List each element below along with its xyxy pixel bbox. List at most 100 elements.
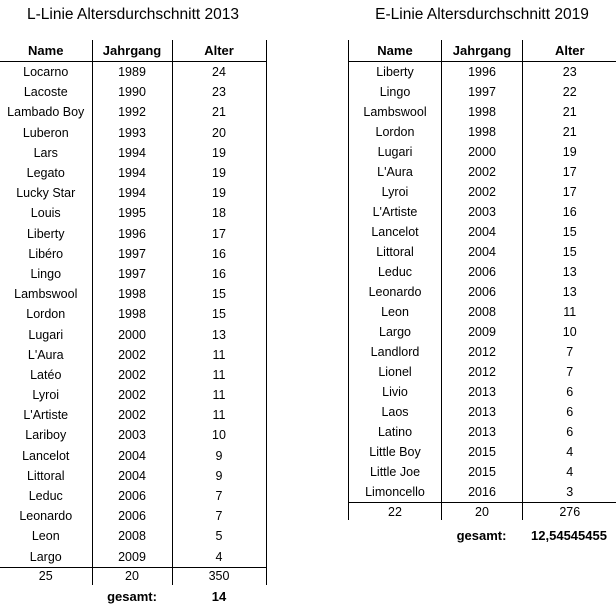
name-cell: Little Boy <box>348 442 442 462</box>
alter-cell: 13 <box>171 324 267 345</box>
name-cell: L'Artiste <box>23 408 69 423</box>
alter-cell: 9 <box>171 465 267 486</box>
alter-cell: 15 <box>522 242 616 262</box>
table-row: Lingo 1997 16 <box>0 263 267 285</box>
table-row: Lancelot 2004 9 <box>0 445 267 466</box>
name-cell: Louis <box>30 206 61 221</box>
table-row: Lars 1994 19 <box>0 142 267 163</box>
gesamt-row: gesamt: 12,54545455 <box>348 527 616 544</box>
name-cell: Largo <box>348 322 442 342</box>
table-row: Lingo 1997 22 <box>348 82 616 102</box>
alter-cell: 16 <box>171 263 267 285</box>
alter-cell: 19 <box>171 183 267 204</box>
gesamt-label: gesamt: <box>456 528 507 543</box>
name-cell: Legato <box>26 166 65 181</box>
table-row: Landlord 2012 7 <box>348 342 616 362</box>
table-row: L'Aura 2002 11 <box>0 344 267 365</box>
table-row: Lancelot 2004 15 <box>348 222 616 242</box>
jahrgang-cell: 2008 <box>91 526 172 547</box>
summary-alter-sum-cell: 276 <box>522 502 616 520</box>
name-cell: Lordon <box>348 122 442 142</box>
table-row: Lambswool 1998 21 <box>348 102 616 122</box>
alter-cell: 17 <box>522 162 616 182</box>
jahrgang-cell: 1998 <box>91 284 172 305</box>
jahrgang-cell: 1996 <box>441 61 523 82</box>
name-cell: Leon <box>348 302 442 322</box>
table-row: Largo 2009 10 <box>348 322 616 342</box>
name-cell: Leon <box>31 529 60 544</box>
jahrgang-cell: 2013 <box>441 402 523 422</box>
jahrgang-cell: 2000 <box>441 142 523 162</box>
name-cell: Lingo <box>348 82 442 102</box>
gesamt-label: gesamt: <box>107 589 157 604</box>
jahrgang-cell: 2016 <box>441 482 523 503</box>
jahrgang-cell: 1994 <box>91 162 172 184</box>
name-cell: Lionel <box>348 362 442 382</box>
jahrgang-cell: 2009 <box>91 546 172 568</box>
jahrgang-cell: 1995 <box>91 203 172 224</box>
alter-cell: 4 <box>522 462 616 482</box>
alter-cell: 21 <box>171 102 267 123</box>
alter-cell: 23 <box>171 82 267 103</box>
table-row: Legato 1994 19 <box>0 162 267 184</box>
alter-cell: 21 <box>522 102 616 122</box>
jahrgang-cell: 1998 <box>91 304 172 325</box>
table-row: Lionel 2012 7 <box>348 362 616 382</box>
alter-cell: 18 <box>171 203 267 224</box>
summary-jahrgang-count-cell: 20 <box>91 566 172 585</box>
jahrgang-cell: 2013 <box>441 382 523 402</box>
table-row: Liberty 1996 17 <box>0 223 267 244</box>
jahrgang-cell: 1994 <box>91 142 172 163</box>
alter-cell: 11 <box>171 364 267 385</box>
summary-alter-sum-cell: 350 <box>171 566 267 585</box>
gesamt-row: gesamt: 14 <box>0 588 266 605</box>
jahrgang-cell: 1997 <box>91 243 172 264</box>
alter-cell: 7 <box>171 506 267 527</box>
l-linie-table: Name Jahrgang Alter Locarno 1989 24 Lacoste… <box>0 40 267 585</box>
alter-cell: 7 <box>522 342 616 362</box>
alter-cell: 15 <box>171 304 267 325</box>
alter-cell: 17 <box>522 182 616 202</box>
jahrgang-cell: 2002 <box>91 364 172 385</box>
jahrgang-cell: 2003 <box>91 425 172 446</box>
alter-cell: 4 <box>171 546 267 568</box>
jahrgang-cell: 2006 <box>91 485 172 507</box>
summary-row: 25 20 350 <box>0 566 267 585</box>
jahrgang-cell: 1989 <box>91 61 172 83</box>
jahrgang-cell: 1990 <box>91 82 172 103</box>
name-cell: Latino <box>348 422 442 442</box>
name-cell: Littoral <box>348 242 442 262</box>
name-cell: Littoral <box>26 468 65 483</box>
alter-cell: 11 <box>171 344 267 365</box>
name-cell: Laos <box>348 402 442 422</box>
jahrgang-cell: 1998 <box>441 102 523 122</box>
table-row: Leduc 2006 7 <box>0 485 267 507</box>
alter-cell: 15 <box>522 222 616 242</box>
jahrgang-cell: 1997 <box>441 82 523 102</box>
table-row: Libéro 1997 16 <box>0 243 267 264</box>
name-cell: L'Aura <box>27 347 64 362</box>
name-cell: Luberon <box>22 125 69 140</box>
jahrgang-cell: 1992 <box>91 102 172 123</box>
table-row: Lucky Star 1994 19 <box>0 183 267 204</box>
table-row: Lariboy 2003 10 <box>0 425 267 446</box>
e-linie-section: E-Linie Altersdurchschnitt 2019 Name Jah… <box>348 0 616 613</box>
name-cell: Lingo <box>30 266 62 281</box>
name-cell: Lambswool <box>348 102 442 122</box>
table-row: Luberon 1993 20 <box>0 122 267 143</box>
alter-cell: 7 <box>522 362 616 382</box>
jahrgang-cell: 2012 <box>441 362 523 382</box>
alter-cell: 13 <box>522 282 616 302</box>
name-cell: Largo <box>29 549 62 564</box>
table-row: L'Artiste 2003 16 <box>348 202 616 222</box>
alter-cell: 16 <box>171 243 267 264</box>
alter-cell: 6 <box>522 422 616 442</box>
table-row: Lambswool 1998 15 <box>0 284 267 305</box>
table-row: Lyroi 2002 11 <box>0 385 267 406</box>
name-cell: Landlord <box>348 342 442 362</box>
name-cell: L'Artiste <box>348 202 442 222</box>
table-row: Locarno 1989 24 <box>0 61 267 83</box>
table-row: Leon 2008 5 <box>0 526 267 547</box>
jahrgang-cell: 2002 <box>91 344 172 365</box>
table-row: Littoral 2004 9 <box>0 465 267 486</box>
